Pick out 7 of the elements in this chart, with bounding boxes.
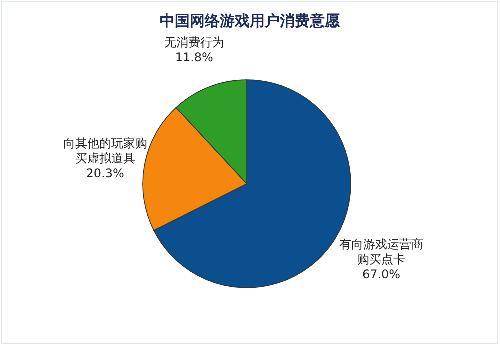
chart-title: 中国网络游戏用户消费意愿 xyxy=(160,12,341,30)
slice-label: 有向游戏运营商购买点卡 xyxy=(340,238,424,267)
slice-label: 向其他的玩家购买虚拟道具 xyxy=(63,136,148,166)
data-label: 67.0% xyxy=(362,268,401,282)
data-label: 11.8% xyxy=(175,50,214,64)
slice-label: 无消费行为 xyxy=(164,35,224,50)
data-label: 20.3% xyxy=(86,166,124,180)
